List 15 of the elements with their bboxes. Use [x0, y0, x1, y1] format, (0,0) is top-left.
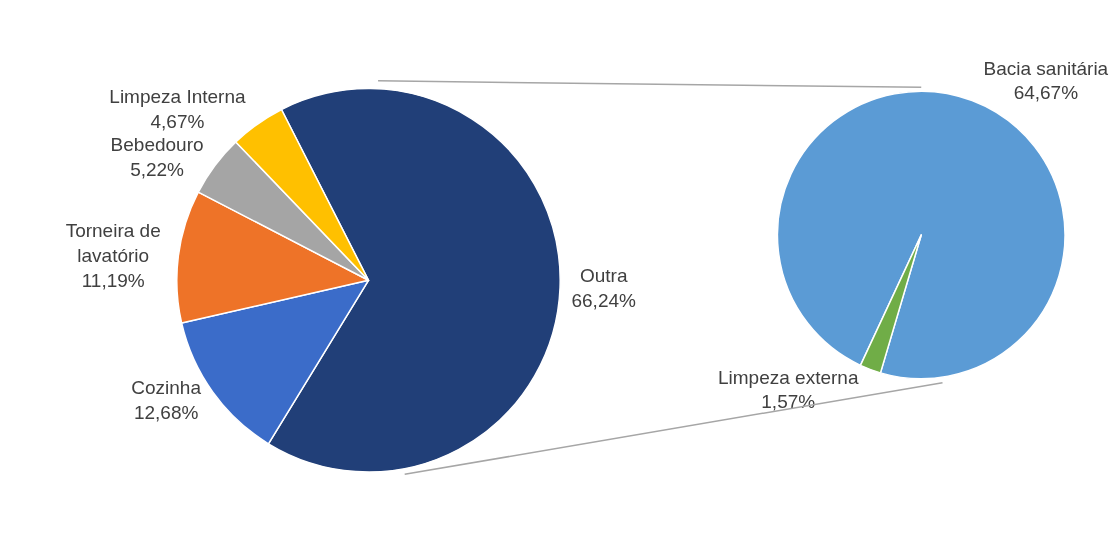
data-label: 5,22%	[130, 159, 185, 181]
data-label: 66,24%	[571, 289, 637, 311]
slice-label: Torneira de lavatório	[65, 220, 161, 267]
data-label: 11,19%	[81, 269, 145, 291]
data-label: 12,68%	[133, 401, 199, 423]
slice-label: Outra	[579, 264, 628, 286]
slice-label: Limpeza externa	[718, 366, 859, 388]
data-label: 64,67%	[1013, 82, 1079, 104]
slice-label: Bebedouro	[110, 134, 204, 156]
data-label: 4,67%	[150, 110, 205, 132]
data-label: 1,57%	[761, 391, 816, 413]
slice-label: Bacia sanitária	[983, 57, 1109, 79]
slice-label: Limpeza Interna	[109, 86, 246, 107]
slice-label: Cozinha	[131, 377, 202, 399]
pie-slice	[859, 234, 922, 374]
